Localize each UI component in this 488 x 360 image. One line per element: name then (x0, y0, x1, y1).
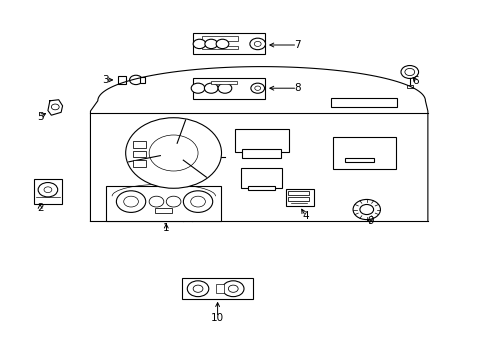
Circle shape (352, 199, 380, 220)
Bar (202, 36, 238, 41)
Circle shape (166, 196, 181, 207)
Circle shape (191, 83, 204, 93)
Text: 9: 9 (366, 216, 373, 226)
Circle shape (222, 281, 244, 297)
Bar (287, 197, 308, 201)
Circle shape (218, 83, 231, 93)
Circle shape (149, 196, 163, 207)
Circle shape (38, 183, 58, 197)
Circle shape (359, 204, 373, 215)
Circle shape (51, 104, 59, 110)
Circle shape (216, 39, 228, 49)
Bar (132, 160, 146, 167)
Circle shape (249, 38, 265, 50)
Bar (331, 98, 396, 107)
Bar (287, 191, 308, 195)
Circle shape (400, 66, 418, 78)
Text: 1: 1 (163, 223, 169, 233)
Circle shape (204, 39, 217, 49)
Text: 4: 4 (302, 211, 308, 221)
Text: 3: 3 (102, 75, 108, 85)
Text: 6: 6 (411, 76, 418, 86)
Circle shape (183, 191, 212, 212)
Bar (192, 33, 264, 54)
Bar (234, 129, 288, 152)
Circle shape (187, 281, 208, 297)
Circle shape (404, 68, 414, 76)
Bar (140, 77, 145, 83)
Circle shape (204, 83, 218, 93)
Text: 5: 5 (37, 112, 43, 122)
Bar (285, 189, 313, 206)
Bar (192, 78, 264, 99)
Circle shape (44, 187, 52, 193)
Text: 7: 7 (293, 40, 300, 50)
Circle shape (193, 39, 205, 49)
Circle shape (250, 83, 264, 93)
Bar (34, 179, 62, 204)
Circle shape (190, 196, 205, 207)
Circle shape (160, 143, 187, 163)
Bar (106, 186, 221, 220)
Circle shape (193, 285, 203, 292)
Text: 10: 10 (211, 312, 224, 323)
Circle shape (228, 285, 238, 292)
Bar (118, 76, 126, 84)
Bar (132, 141, 146, 148)
Circle shape (116, 191, 145, 212)
Bar (344, 158, 373, 162)
Circle shape (254, 41, 261, 46)
Circle shape (149, 135, 198, 171)
Bar (215, 284, 224, 293)
Bar (182, 278, 253, 299)
Text: 2: 2 (37, 203, 43, 213)
Bar (155, 208, 172, 213)
Bar (242, 148, 281, 158)
Bar (240, 168, 282, 188)
Circle shape (125, 118, 221, 188)
Bar (248, 186, 274, 190)
Circle shape (123, 196, 138, 207)
Circle shape (254, 86, 260, 90)
Circle shape (129, 75, 142, 85)
Bar (210, 81, 237, 84)
Bar (202, 46, 238, 49)
Bar (132, 151, 146, 157)
Bar (332, 137, 395, 169)
Text: 8: 8 (293, 83, 300, 93)
Bar (406, 85, 412, 88)
